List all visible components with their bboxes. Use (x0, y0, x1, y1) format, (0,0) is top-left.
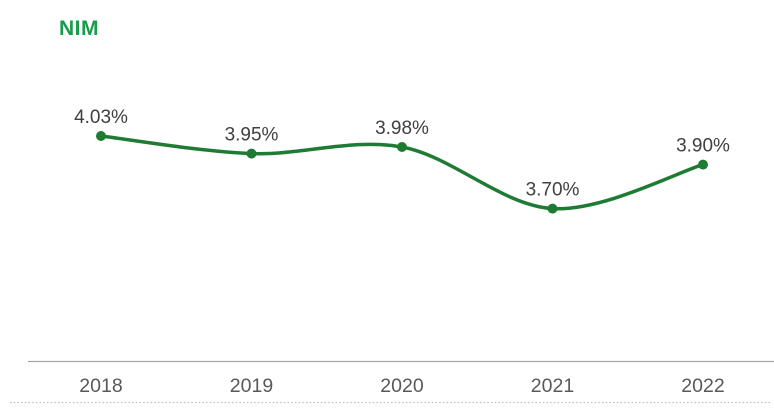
x-axis-tick-2018: 2018 (79, 375, 122, 397)
data-point-2021 (547, 203, 558, 214)
data-point-2018 (96, 131, 106, 141)
data-label-2020: 3.98% (375, 118, 429, 139)
chart-title: NIM (59, 17, 99, 40)
data-point-2020 (397, 142, 407, 152)
data-label-2021: 3.70% (526, 180, 580, 201)
data-label-2022: 3.90% (676, 136, 730, 157)
data-label-2018: 4.03% (74, 107, 128, 128)
data-point-2022 (698, 159, 708, 170)
x-axis-tick-2019: 2019 (230, 375, 273, 397)
x-axis-tick-2022: 2022 (681, 375, 724, 397)
x-axis-tick-2021: 2021 (531, 375, 574, 397)
data-point-2019 (246, 148, 257, 159)
x-axis-tick-2020: 2020 (380, 375, 424, 397)
data-label-2019: 3.95% (225, 125, 279, 146)
